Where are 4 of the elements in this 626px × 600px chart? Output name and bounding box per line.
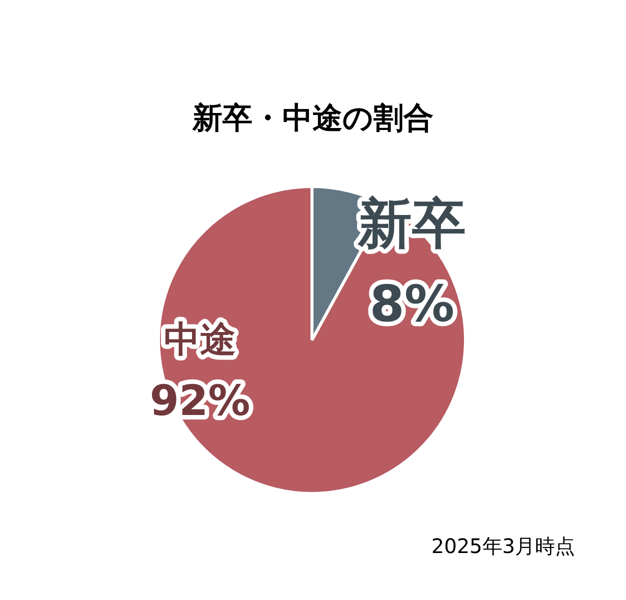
slice-label: 中途 [164,319,236,360]
text: 2025年3月時点 [431,534,575,558]
chart-title: 新卒・中途の割合 [192,100,434,136]
data-label: 8% [370,274,454,333]
